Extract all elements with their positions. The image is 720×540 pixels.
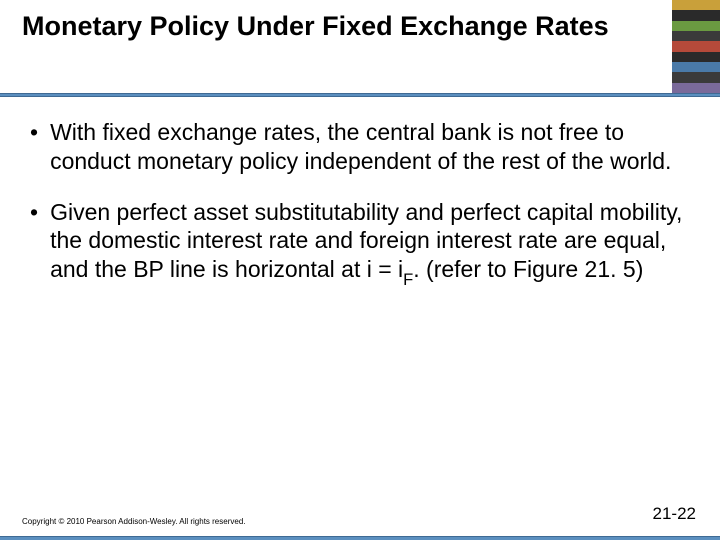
subscript: F	[403, 270, 413, 289]
bullet-text-tail: . (refer to Figure 21. 5)	[413, 256, 643, 282]
bullet-item: • Given perfect asset substitutability a…	[30, 198, 690, 289]
bottom-bar	[0, 536, 720, 540]
copyright-text: Copyright © 2010 Pearson Addison-Wesley.…	[22, 517, 246, 526]
bullet-text: With fixed exchange rates, the central b…	[50, 118, 690, 176]
bullet-text: Given perfect asset substitutability and…	[50, 198, 690, 289]
bullet-marker: •	[30, 118, 38, 147]
slide-title: Monetary Policy Under Fixed Exchange Rat…	[22, 10, 650, 42]
title-separator-bar	[0, 93, 720, 97]
bullet-marker: •	[30, 198, 38, 227]
decorative-corner-image	[672, 0, 720, 93]
bullet-item: • With fixed exchange rates, the central…	[30, 118, 690, 176]
page-number: 21-22	[653, 504, 696, 524]
content-region: • With fixed exchange rates, the central…	[30, 118, 690, 310]
title-region: Monetary Policy Under Fixed Exchange Rat…	[22, 10, 650, 42]
slide-container: Monetary Policy Under Fixed Exchange Rat…	[0, 0, 720, 540]
